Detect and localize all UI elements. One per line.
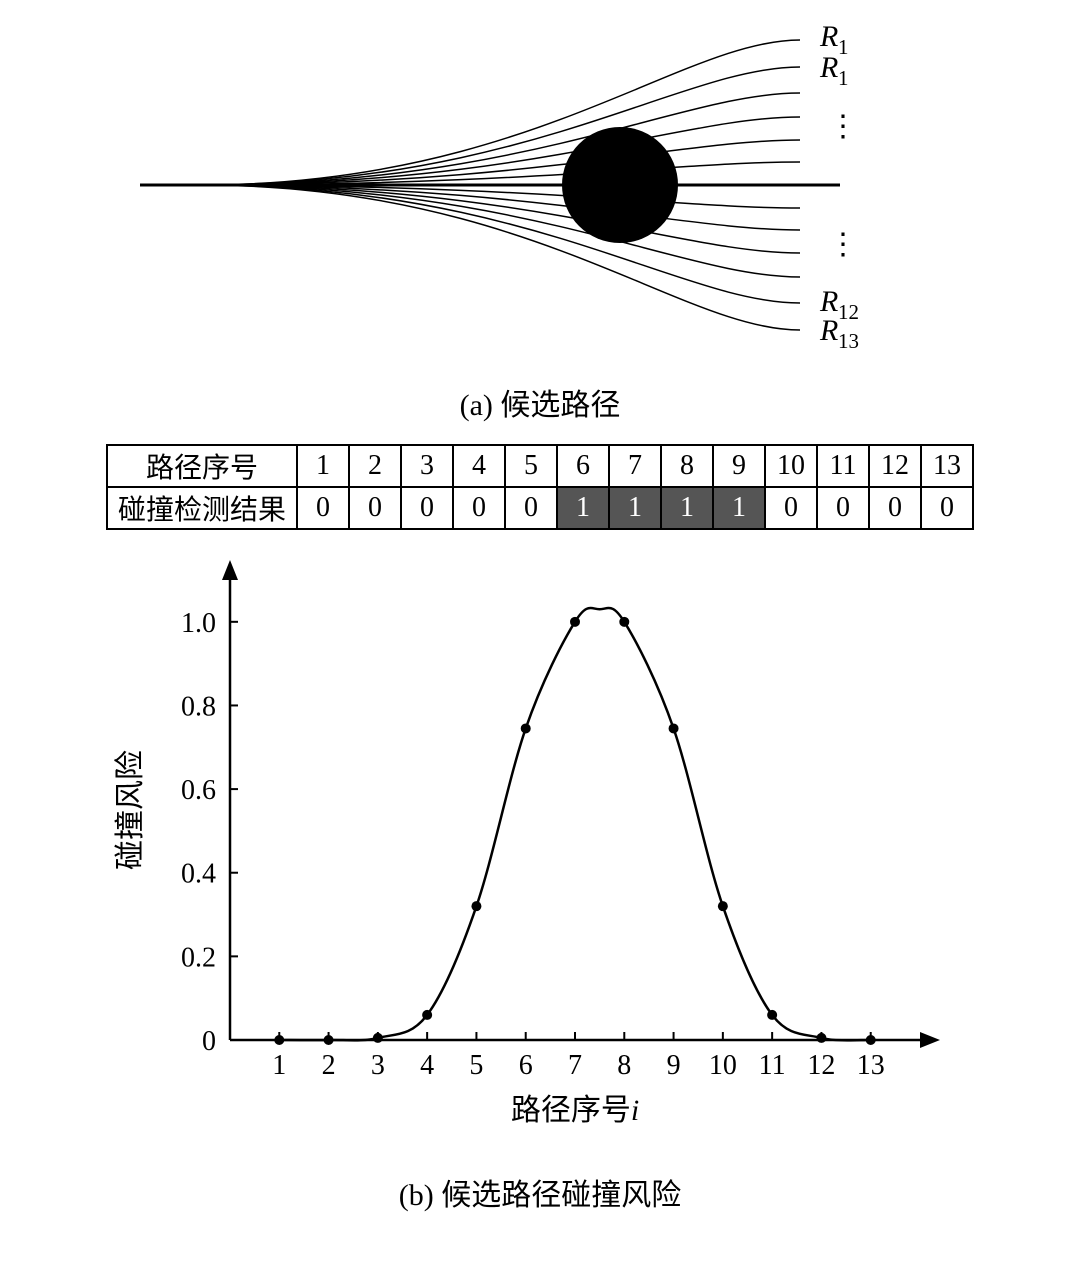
paths-svg: R1R1⋮⋮R12R13: [0, 0, 1080, 370]
svg-text:R: R: [819, 20, 838, 53]
panel-a-paths-diagram: R1R1⋮⋮R12R13: [0, 0, 1080, 370]
table-index-cell: 10: [765, 445, 817, 487]
table-result-cell: 0: [505, 487, 557, 529]
table-result-cell: 0: [817, 487, 869, 529]
table-result-cell: 0: [297, 487, 349, 529]
svg-text:⋮: ⋮: [828, 110, 858, 143]
collision-table: 路径序号12345678910111213碰撞检测结果0000011110000: [106, 444, 974, 530]
svg-text:2: 2: [322, 1050, 336, 1081]
svg-text:13: 13: [857, 1050, 885, 1081]
table-index-cell: 6: [557, 445, 609, 487]
svg-text:⋮: ⋮: [828, 228, 858, 261]
table-result-cell: 0: [401, 487, 453, 529]
svg-text:1: 1: [838, 66, 849, 90]
svg-text:0.2: 0.2: [181, 942, 216, 973]
table-row1-header: 路径序号: [107, 445, 297, 487]
svg-text:10: 10: [709, 1050, 737, 1081]
table-result-cell: 1: [713, 487, 765, 529]
risk-chart-svg: 00.20.40.60.81.012345678910111213碰撞风险路径序…: [0, 540, 1080, 1160]
table-result-cell: 1: [557, 487, 609, 529]
svg-text:5: 5: [469, 1050, 483, 1081]
svg-text:4: 4: [420, 1050, 434, 1081]
table-index-cell: 9: [713, 445, 765, 487]
svg-text:0.4: 0.4: [181, 859, 216, 890]
panel-b-chart: 00.20.40.60.81.012345678910111213碰撞风险路径序…: [0, 540, 1080, 1160]
svg-text:R: R: [819, 51, 838, 84]
svg-text:0.6: 0.6: [181, 775, 216, 806]
table-result-cell: 1: [609, 487, 661, 529]
table-index-cell: 5: [505, 445, 557, 487]
table-result-cell: 1: [661, 487, 713, 529]
figure-root: R1R1⋮⋮R12R13 (a) 候选路径 路径序号12345678910111…: [0, 0, 1080, 1214]
svg-text:8: 8: [617, 1050, 631, 1081]
table-result-cell: 0: [765, 487, 817, 529]
svg-text:3: 3: [371, 1050, 385, 1081]
svg-text:1: 1: [838, 35, 849, 59]
svg-text:11: 11: [759, 1050, 786, 1081]
caption-a: (a) 候选路径: [0, 380, 1080, 424]
svg-text:9: 9: [667, 1050, 681, 1081]
svg-text:0: 0: [202, 1026, 216, 1057]
table-result-cell: 0: [349, 487, 401, 529]
svg-text:12: 12: [807, 1050, 835, 1081]
svg-text:6: 6: [519, 1050, 533, 1081]
table-index-cell: 13: [921, 445, 973, 487]
table-result-cell: 0: [453, 487, 505, 529]
table-index-cell: 1: [297, 445, 349, 487]
caption-b: (b) 候选路径碰撞风险: [0, 1170, 1080, 1214]
table-result-cell: 0: [921, 487, 973, 529]
table-index-cell: 7: [609, 445, 661, 487]
collision-table-wrap: 路径序号12345678910111213碰撞检测结果0000011110000: [0, 444, 1080, 530]
table-index-cell: 12: [869, 445, 921, 487]
svg-text:0.8: 0.8: [181, 691, 216, 722]
table-index-cell: 11: [817, 445, 869, 487]
svg-text:碰撞风险: 碰撞风险: [114, 750, 147, 870]
table-result-cell: 0: [869, 487, 921, 529]
table-index-cell: 4: [453, 445, 505, 487]
table-index-cell: 8: [661, 445, 713, 487]
table-index-cell: 2: [349, 445, 401, 487]
svg-text:R: R: [819, 314, 838, 347]
svg-text:1.0: 1.0: [181, 608, 216, 639]
svg-text:路径序号i: 路径序号i: [511, 1094, 639, 1127]
table-index-cell: 3: [401, 445, 453, 487]
svg-text:12: 12: [838, 300, 859, 324]
svg-text:13: 13: [838, 329, 859, 353]
table-row2-header: 碰撞检测结果: [107, 487, 297, 529]
svg-text:1: 1: [272, 1050, 286, 1081]
svg-text:7: 7: [568, 1050, 582, 1081]
